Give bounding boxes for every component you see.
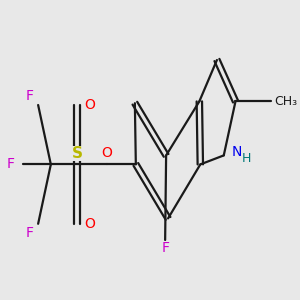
Text: O: O <box>101 146 112 160</box>
Text: O: O <box>84 98 95 112</box>
Text: O: O <box>84 217 95 231</box>
Text: F: F <box>7 158 15 171</box>
Text: F: F <box>25 226 33 240</box>
Text: H: H <box>241 152 251 166</box>
Text: F: F <box>25 89 33 103</box>
Text: CH₃: CH₃ <box>274 95 297 108</box>
Text: S: S <box>72 146 83 160</box>
Text: F: F <box>161 241 169 254</box>
Text: N: N <box>231 146 242 159</box>
